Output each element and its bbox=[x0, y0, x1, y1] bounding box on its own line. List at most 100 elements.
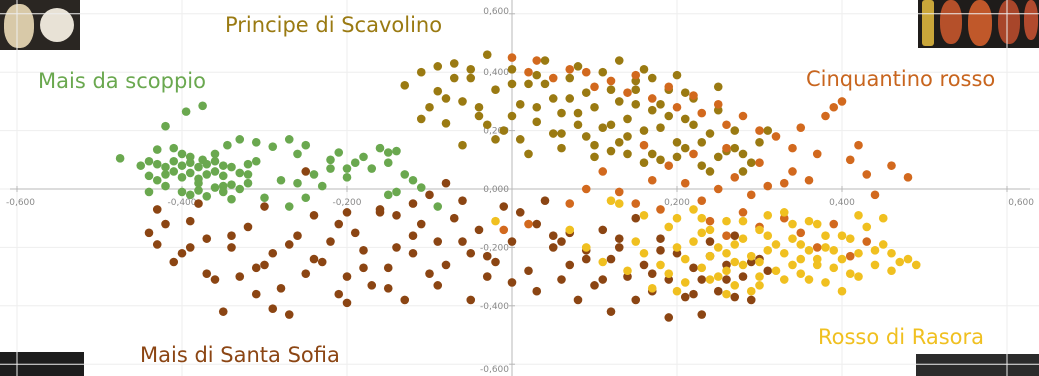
point-cinquantino-rosso bbox=[581, 67, 591, 77]
point-principe-di-scavolino bbox=[532, 117, 542, 127]
point-mais-da-scoppio bbox=[293, 178, 302, 188]
point-mais-di-santa-sofia bbox=[499, 202, 509, 211]
point-mais-da-scoppio bbox=[301, 140, 311, 150]
point-mais-di-santa-sofia bbox=[268, 304, 278, 314]
point-mais-da-scoppio bbox=[161, 121, 170, 131]
point-mais-di-santa-sofia bbox=[359, 263, 368, 273]
point-rosso-di-rasora bbox=[738, 216, 748, 226]
point-mais-da-scoppio bbox=[218, 161, 228, 170]
y-tick-label: 0,000 bbox=[483, 185, 509, 195]
y-tick-label: -0,600 bbox=[480, 365, 509, 375]
point-cinquantino-rosso bbox=[532, 56, 542, 65]
point-mais-di-santa-sofia bbox=[433, 281, 443, 290]
point-principe-di-scavolino bbox=[573, 108, 583, 118]
point-mais-di-santa-sofia bbox=[350, 228, 360, 238]
point-principe-di-scavolino bbox=[730, 143, 740, 153]
point-rosso-di-rasora bbox=[837, 231, 847, 241]
point-mais-di-santa-sofia bbox=[474, 225, 484, 235]
point-cinquantino-rosso bbox=[722, 231, 731, 241]
point-rosso-di-rasora bbox=[854, 210, 863, 220]
point-cinquantino-rosso bbox=[548, 73, 558, 83]
point-mais-da-scoppio bbox=[169, 167, 179, 176]
point-cinquantino-rosso bbox=[722, 120, 731, 130]
point-mais-di-santa-sofia bbox=[458, 237, 467, 246]
point-cinquantino-rosso bbox=[689, 149, 698, 159]
y-tick-label: 0,400 bbox=[483, 68, 509, 78]
point-cinquantino-rosso bbox=[631, 199, 641, 208]
point-mais-da-scoppio bbox=[235, 135, 245, 144]
point-mais-da-scoppio bbox=[334, 148, 344, 157]
point-rosso-di-rasora bbox=[755, 225, 764, 235]
point-principe-di-scavolino bbox=[532, 102, 542, 112]
point-cinquantino-rosso bbox=[499, 225, 509, 235]
point-principe-di-scavolino bbox=[482, 50, 492, 59]
point-cinquantino-rosso bbox=[581, 184, 591, 194]
point-mais-da-scoppio bbox=[181, 107, 191, 116]
point-principe-di-scavolino bbox=[573, 120, 583, 130]
point-principe-di-scavolino bbox=[614, 137, 624, 147]
point-rosso-di-rasora bbox=[771, 240, 781, 249]
point-mais-di-santa-sofia bbox=[606, 307, 616, 316]
point-principe-di-scavolino bbox=[507, 79, 517, 89]
point-mais-da-scoppio bbox=[218, 171, 228, 181]
point-mais-di-santa-sofia bbox=[425, 190, 434, 200]
point-rosso-di-rasora bbox=[639, 210, 649, 220]
point-mais-da-scoppio bbox=[144, 171, 154, 181]
point-mais-da-scoppio bbox=[350, 158, 360, 168]
point-mais-di-santa-sofia bbox=[532, 286, 542, 296]
point-rosso-di-rasora bbox=[722, 216, 731, 226]
point-mais-da-scoppio bbox=[408, 175, 418, 185]
label-mais-di-santa-sofia: Mais di Santa Sofia bbox=[140, 343, 340, 367]
x-tick-label: -0,400 bbox=[167, 198, 196, 208]
point-cinquantino-rosso bbox=[746, 190, 756, 200]
point-mais-di-santa-sofia bbox=[491, 257, 500, 267]
point-principe-di-scavolino bbox=[713, 152, 723, 162]
point-cinquantino-rosso bbox=[647, 175, 657, 185]
point-principe-di-scavolino bbox=[713, 82, 723, 92]
point-mais-da-scoppio bbox=[210, 156, 220, 166]
point-mais-da-scoppio bbox=[227, 180, 236, 189]
point-rosso-di-rasora bbox=[903, 254, 913, 264]
point-rosso-di-rasora bbox=[581, 243, 591, 252]
point-principe-di-scavolino bbox=[524, 79, 533, 89]
point-principe-di-scavolino bbox=[458, 97, 467, 106]
point-principe-di-scavolino bbox=[581, 88, 591, 97]
point-mais-di-santa-sofia bbox=[507, 237, 517, 246]
point-mais-da-scoppio bbox=[359, 152, 368, 162]
point-cinquantino-rosso bbox=[771, 132, 781, 141]
point-principe-di-scavolino bbox=[697, 161, 707, 170]
point-rosso-di-rasora bbox=[722, 266, 731, 276]
point-mais-da-scoppio bbox=[326, 155, 335, 165]
point-mais-di-santa-sofia bbox=[152, 240, 162, 249]
point-mais-da-scoppio bbox=[392, 187, 401, 197]
point-mais-di-santa-sofia bbox=[730, 231, 740, 241]
point-mais-di-santa-sofia bbox=[177, 248, 187, 258]
point-mais-da-scoppio bbox=[177, 173, 187, 182]
point-mais-di-santa-sofia bbox=[284, 310, 294, 319]
point-rosso-di-rasora bbox=[689, 205, 698, 214]
point-rosso-di-rasora bbox=[755, 281, 764, 290]
point-rosso-di-rasora bbox=[722, 289, 731, 299]
point-rosso-di-rasora bbox=[656, 260, 665, 270]
point-mais-di-santa-sofia bbox=[763, 266, 773, 276]
point-mais-di-santa-sofia bbox=[169, 257, 179, 267]
point-mais-da-scoppio bbox=[210, 149, 220, 159]
point-mais-di-santa-sofia bbox=[598, 225, 608, 235]
point-mais-di-santa-sofia bbox=[251, 263, 261, 273]
point-cinquantino-rosso bbox=[623, 88, 632, 97]
point-mais-di-santa-sofia bbox=[507, 278, 517, 287]
point-mais-di-santa-sofia bbox=[408, 248, 418, 258]
point-rosso-di-rasora bbox=[738, 234, 748, 243]
point-mais-di-santa-sofia bbox=[342, 208, 352, 217]
point-rosso-di-rasora bbox=[565, 225, 575, 235]
point-principe-di-scavolino bbox=[680, 114, 690, 124]
point-rosso-di-rasora bbox=[680, 254, 690, 264]
point-mais-di-santa-sofia bbox=[598, 275, 608, 284]
point-principe-di-scavolino bbox=[458, 140, 467, 150]
point-principe-di-scavolino bbox=[540, 79, 550, 89]
point-principe-di-scavolino bbox=[730, 126, 740, 135]
point-cinquantino-rosso bbox=[705, 216, 715, 226]
point-mais-da-scoppio bbox=[383, 190, 393, 200]
point-principe-di-scavolino bbox=[614, 56, 624, 65]
